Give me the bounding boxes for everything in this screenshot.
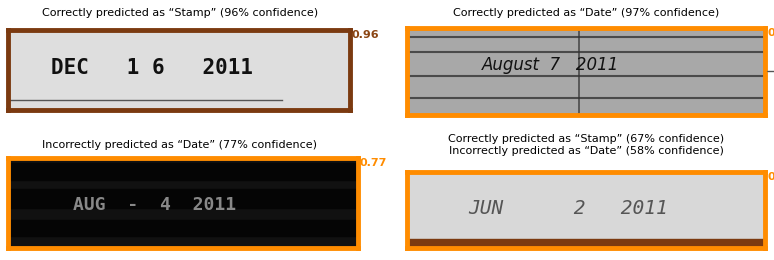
- Text: AUG  -  4  2011: AUG - 4 2011: [74, 196, 237, 214]
- Bar: [8, 220, 358, 236]
- Text: August  7   2011: August 7 2011: [481, 56, 619, 74]
- Text: 0.77: 0.77: [360, 158, 387, 168]
- Text: DEC   1 6   2011: DEC 1 6 2011: [50, 58, 252, 79]
- Text: Correctly predicted as “Stamp” (96% confidence): Correctly predicted as “Stamp” (96% conf…: [42, 8, 318, 18]
- Text: 0.96: 0.96: [352, 30, 379, 40]
- Bar: [8, 188, 358, 209]
- Text: JUN      2   2011: JUN 2 2011: [468, 199, 668, 218]
- Bar: [407, 239, 765, 248]
- Text: Incorrectly predicted as “Date” (77% confidence): Incorrectly predicted as “Date” (77% con…: [43, 140, 317, 150]
- Text: Correctly predicted as “Date” (97% confidence): Correctly predicted as “Date” (97% confi…: [453, 8, 719, 18]
- Bar: [8, 163, 358, 180]
- Text: Correctly predicted as “Stamp” (67% confidence)
Incorrectly predicted as “Date” : Correctly predicted as “Stamp” (67% conf…: [448, 134, 724, 155]
- Text: 0.67: 0.67: [767, 172, 774, 182]
- Text: 0.97: 0.97: [767, 28, 774, 38]
